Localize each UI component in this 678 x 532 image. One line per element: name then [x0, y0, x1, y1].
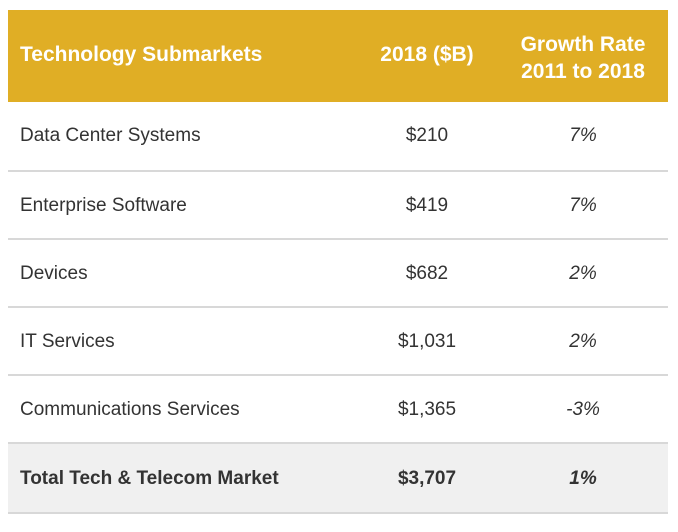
- row-submarket: IT Services: [20, 331, 115, 352]
- total-growth: 1%: [569, 468, 597, 489]
- total-row: Total Tech & Telecom Market $3,707 1%: [8, 444, 668, 514]
- row-value: $1,031: [397, 331, 457, 352]
- table-header: Technology Submarkets 2018 ($B) Growth R…: [8, 10, 668, 102]
- header-growth-line2: 2011 to 2018: [521, 60, 645, 83]
- table-row: Enterprise Software $419 7%: [8, 172, 668, 240]
- row-value: $1,365: [397, 399, 457, 420]
- row-growth: 7%: [569, 125, 597, 146]
- header-growth-rate: Growth Rate 2011 to 2018: [498, 31, 668, 85]
- row-value: $682: [405, 263, 449, 284]
- row-submarket: Devices: [20, 263, 88, 284]
- row-value: $210: [405, 125, 449, 146]
- tech-submarkets-table: Technology Submarkets 2018 ($B) Growth R…: [8, 10, 668, 514]
- header-growth-line1: Growth Rate: [520, 33, 646, 56]
- row-submarket: Communications Services: [20, 399, 240, 420]
- header-submarkets: Technology Submarkets: [20, 43, 263, 66]
- row-growth: -3%: [566, 399, 600, 420]
- table-row: Data Center Systems $210 7%: [8, 102, 668, 172]
- total-label: Total Tech & Telecom Market: [20, 468, 279, 489]
- table-row: Communications Services $1,365 -3%: [8, 376, 668, 444]
- row-growth: 7%: [569, 195, 597, 216]
- row-submarket: Enterprise Software: [20, 195, 187, 216]
- table-row: IT Services $1,031 2%: [8, 308, 668, 376]
- row-submarket: Data Center Systems: [20, 125, 201, 146]
- table-row: Devices $682 2%: [8, 240, 668, 308]
- header-2018-value: 2018 ($B): [380, 43, 474, 66]
- total-value: $3,707: [397, 468, 457, 489]
- row-growth: 2%: [569, 263, 597, 284]
- row-growth: 2%: [569, 331, 597, 352]
- row-value: $419: [405, 195, 449, 216]
